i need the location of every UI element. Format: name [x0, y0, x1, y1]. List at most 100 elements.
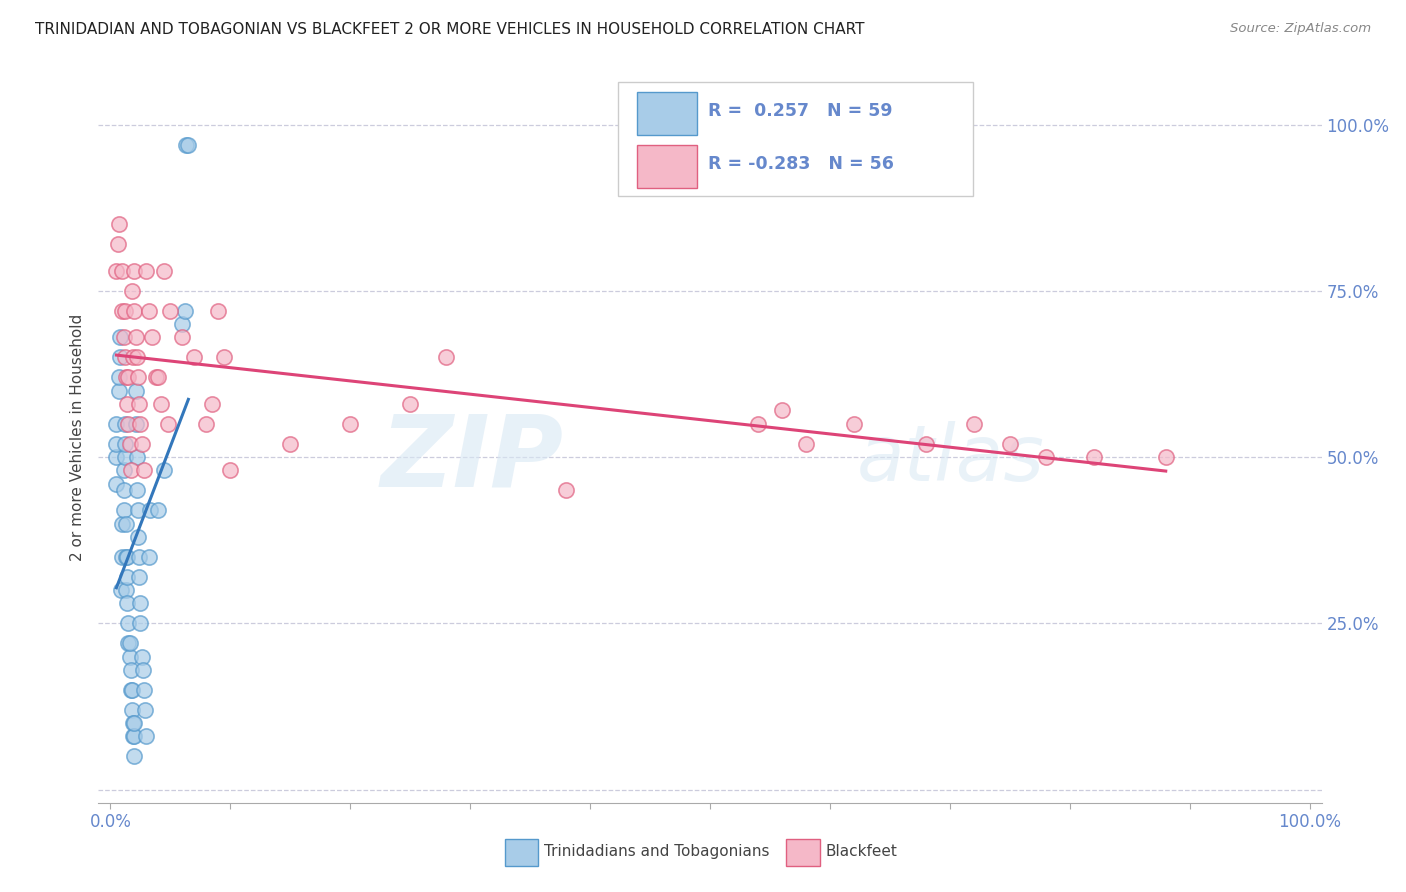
Point: [117, 370, 139, 384]
Point: [108, 370, 131, 384]
Point: [1035, 450, 1057, 464]
Point: [108, 384, 131, 398]
Point: [124, 417, 146, 431]
Point: [124, 716, 146, 731]
Point: [118, 636, 141, 650]
Point: [174, 137, 197, 152]
Point: [112, 503, 135, 517]
Point: [278, 436, 301, 450]
Point: [127, 503, 149, 517]
Point: [115, 516, 138, 531]
Point: [132, 663, 155, 677]
Text: TRINIDADIAN AND TOBAGONIAN VS BLACKFEET 2 OR MORE VEHICLES IN HOUSEHOLD CORRELAT: TRINIDADIAN AND TOBAGONIAN VS BLACKFEET …: [35, 22, 865, 37]
Point: [129, 417, 152, 431]
Point: [124, 749, 146, 764]
Point: [108, 217, 131, 231]
Point: [121, 703, 143, 717]
Point: [117, 636, 139, 650]
Point: [125, 483, 148, 498]
Point: [121, 284, 143, 298]
Point: [115, 397, 138, 411]
Point: [207, 303, 229, 318]
Point: [115, 370, 138, 384]
Point: [434, 351, 457, 365]
Point: [105, 436, 128, 450]
Point: [131, 649, 153, 664]
Point: [129, 616, 152, 631]
Point: [132, 463, 155, 477]
Point: [399, 397, 422, 411]
Point: [128, 549, 150, 564]
Point: [110, 582, 132, 597]
Point: [117, 417, 139, 431]
Point: [1154, 450, 1177, 464]
Point: [747, 417, 769, 431]
Point: [114, 417, 136, 431]
Point: [153, 463, 176, 477]
FancyBboxPatch shape: [637, 145, 696, 188]
Point: [139, 503, 162, 517]
Point: [115, 596, 138, 610]
Point: [156, 417, 179, 431]
Point: [172, 330, 194, 344]
Text: ZIP: ZIP: [380, 410, 564, 508]
Point: [111, 264, 134, 278]
Text: atlas: atlas: [856, 421, 1045, 497]
Point: [125, 450, 148, 464]
Point: [127, 370, 149, 384]
Point: [195, 417, 218, 431]
Point: [111, 303, 134, 318]
Point: [114, 303, 136, 318]
Point: [128, 570, 150, 584]
Point: [111, 516, 134, 531]
Point: [135, 264, 157, 278]
Point: [107, 237, 129, 252]
Point: [118, 649, 141, 664]
Point: [111, 549, 134, 564]
Point: [134, 703, 156, 717]
Y-axis label: 2 or more Vehicles in Household: 2 or more Vehicles in Household: [70, 313, 86, 561]
FancyBboxPatch shape: [619, 82, 973, 195]
Point: [124, 264, 146, 278]
Point: [115, 570, 138, 584]
Point: [122, 351, 145, 365]
Point: [173, 303, 195, 318]
Point: [105, 417, 128, 431]
Point: [125, 351, 148, 365]
Point: [1083, 450, 1105, 464]
Point: [141, 330, 163, 344]
Point: [138, 549, 160, 564]
Point: [121, 682, 143, 697]
Point: [112, 463, 135, 477]
Point: [998, 436, 1021, 450]
Text: R = -0.283   N = 56: R = -0.283 N = 56: [707, 155, 893, 173]
Point: [129, 596, 152, 610]
Point: [153, 264, 176, 278]
Point: [115, 582, 138, 597]
Point: [145, 370, 167, 384]
Point: [115, 549, 138, 564]
Text: Source: ZipAtlas.com: Source: ZipAtlas.com: [1230, 22, 1371, 36]
Point: [339, 417, 361, 431]
Point: [124, 330, 146, 344]
Text: R =  0.257   N = 59: R = 0.257 N = 59: [707, 103, 891, 120]
Point: [842, 417, 865, 431]
Point: [770, 403, 793, 417]
Point: [108, 351, 131, 365]
Point: [122, 716, 145, 731]
Point: [112, 330, 135, 344]
Point: [794, 436, 817, 450]
Point: [115, 549, 138, 564]
Point: [219, 463, 242, 477]
Point: [915, 436, 938, 450]
Point: [108, 330, 131, 344]
Point: [131, 436, 153, 450]
Point: [555, 483, 578, 498]
Text: Trinidadians and Tobagonians: Trinidadians and Tobagonians: [544, 845, 769, 859]
Point: [148, 370, 170, 384]
Point: [149, 397, 172, 411]
Point: [128, 397, 150, 411]
Point: [120, 682, 142, 697]
FancyBboxPatch shape: [637, 92, 696, 136]
Point: [122, 729, 145, 743]
